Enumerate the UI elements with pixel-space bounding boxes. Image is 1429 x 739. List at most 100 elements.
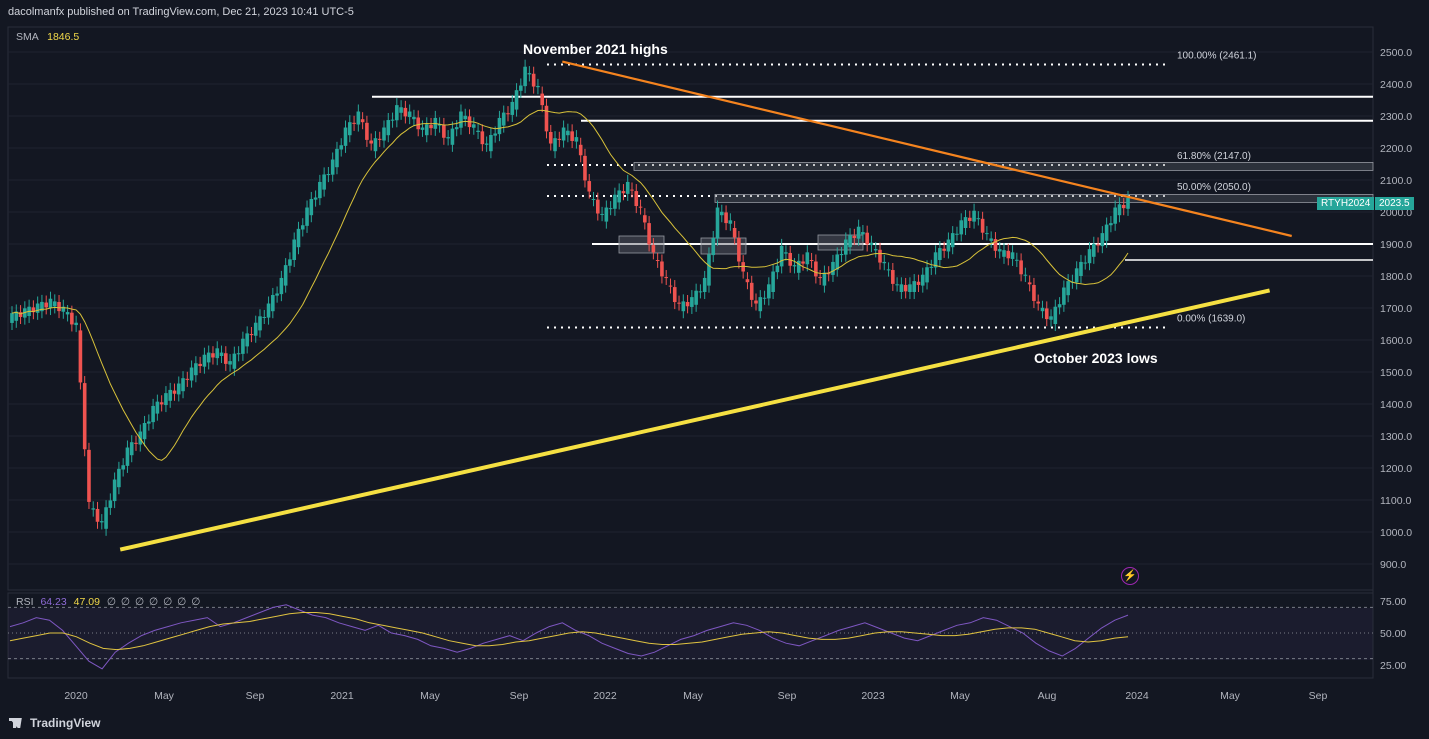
annotation-november-2021-highs: November 2021 highs (523, 41, 668, 57)
lightning-icon[interactable]: ⚡ (1121, 567, 1139, 585)
candle-body (946, 239, 951, 252)
candle-body (1036, 301, 1041, 304)
candle-body (972, 210, 976, 222)
candle-body (313, 197, 318, 200)
candle-body (595, 199, 600, 214)
trendlines[interactable] (119, 60, 1292, 552)
sma-line (11, 109, 1129, 461)
candle-body (985, 233, 989, 235)
rsi-line (9, 604, 1129, 670)
candle-body (343, 127, 348, 146)
candle-body (980, 218, 985, 233)
trendline-ascending[interactable] (119, 288, 1271, 552)
fib-labels: 100.00% (2461.1) 61.80% (2147.0) 50.00% (2… (1177, 50, 1257, 324)
candle-body (643, 215, 647, 223)
rsi-legend[interactable]: RSI 64.23 47.09 ∅ ∅ ∅ ∅ ∅ ∅ ∅ (16, 596, 201, 608)
candle-body (206, 352, 211, 363)
candle-body (604, 207, 609, 222)
candle-body (386, 120, 391, 136)
annotation-october-2023-lows: October 2023 lows (1034, 350, 1158, 366)
price-tick-label: 2400.0 (1380, 79, 1412, 91)
candle-body (741, 262, 745, 272)
candle-body (856, 226, 861, 239)
candle-body (1087, 249, 1092, 264)
candle-body (583, 155, 587, 181)
candle-body (591, 198, 596, 200)
candle-body (523, 66, 527, 87)
fib-level-label: 61.80% (2147.0) (1177, 151, 1251, 162)
candle-body (377, 138, 382, 140)
candle-body (903, 284, 908, 292)
candle-body (151, 405, 155, 423)
candle-body (1002, 250, 1006, 257)
candle-body (305, 207, 309, 226)
rsi-ma-line (9, 612, 1129, 651)
candle-body (245, 333, 249, 347)
candle-body (920, 274, 925, 286)
candle-body (108, 500, 113, 508)
candle-body (176, 383, 181, 395)
candle-body (536, 85, 540, 88)
rsi-tick-label: 50.00 (1380, 628, 1406, 640)
candle-body (587, 181, 592, 192)
rsi-ma-value: 47.09 (73, 596, 100, 608)
time-tick-label: May (950, 690, 971, 702)
candle-body (531, 73, 536, 87)
candle-body (1083, 262, 1088, 264)
candle-body (749, 282, 754, 300)
candle-body (963, 217, 968, 228)
candle-body (993, 239, 998, 251)
candle-body (891, 270, 895, 284)
candle-body (865, 232, 869, 245)
candle-body (822, 272, 827, 286)
candle-body (672, 287, 677, 303)
candle-body (95, 508, 100, 522)
tradingview-logo[interactable]: TradingView (9, 716, 100, 730)
candle-body (429, 124, 433, 129)
candle-body (745, 279, 750, 283)
candle-body (775, 265, 780, 273)
consolidation-box[interactable] (618, 235, 665, 254)
candle-body (831, 261, 835, 275)
candle-body (715, 207, 720, 239)
sma-legend[interactable]: SMA 1846.5 (16, 31, 79, 43)
candle-body (570, 131, 574, 141)
candle-body (159, 402, 164, 405)
candle-body (18, 312, 23, 317)
candle-body (262, 316, 267, 318)
candle-body (1113, 207, 1117, 224)
candle-body (976, 218, 981, 220)
symbol-price-tag: 2023.5 (1375, 197, 1414, 210)
candle-body (955, 233, 959, 235)
supply-zone[interactable] (714, 193, 1374, 203)
rsi-value: 64.23 (40, 596, 67, 608)
candle-body (630, 189, 634, 191)
candle-body (112, 479, 117, 502)
candle-body (442, 124, 446, 138)
candle-body (403, 107, 408, 117)
publisher-line: dacolmanfx published on TradingView.com,… (8, 6, 354, 18)
candle-body (168, 389, 173, 401)
candle-body (219, 352, 224, 356)
candle-body (292, 239, 297, 260)
candle-body (771, 271, 775, 292)
candle-body (566, 130, 570, 136)
candle-body (347, 122, 352, 136)
candle-body (668, 285, 673, 287)
candle-body (1066, 281, 1070, 296)
consolidation-box[interactable] (817, 234, 864, 251)
candle-body (352, 122, 356, 124)
candle-body (395, 105, 399, 121)
candle-body (754, 300, 758, 304)
candle-body (373, 138, 378, 152)
time-tick-label: Sep (246, 690, 265, 702)
rsi-axis: 75.00 50.00 25.00 (1380, 596, 1406, 672)
candle-body (399, 107, 403, 113)
candle-body (690, 297, 694, 307)
candle-body (540, 93, 545, 106)
candle-body (446, 137, 450, 139)
candle-body (142, 422, 147, 440)
trendline-descending[interactable] (562, 60, 1292, 238)
candle-body (1117, 204, 1122, 216)
